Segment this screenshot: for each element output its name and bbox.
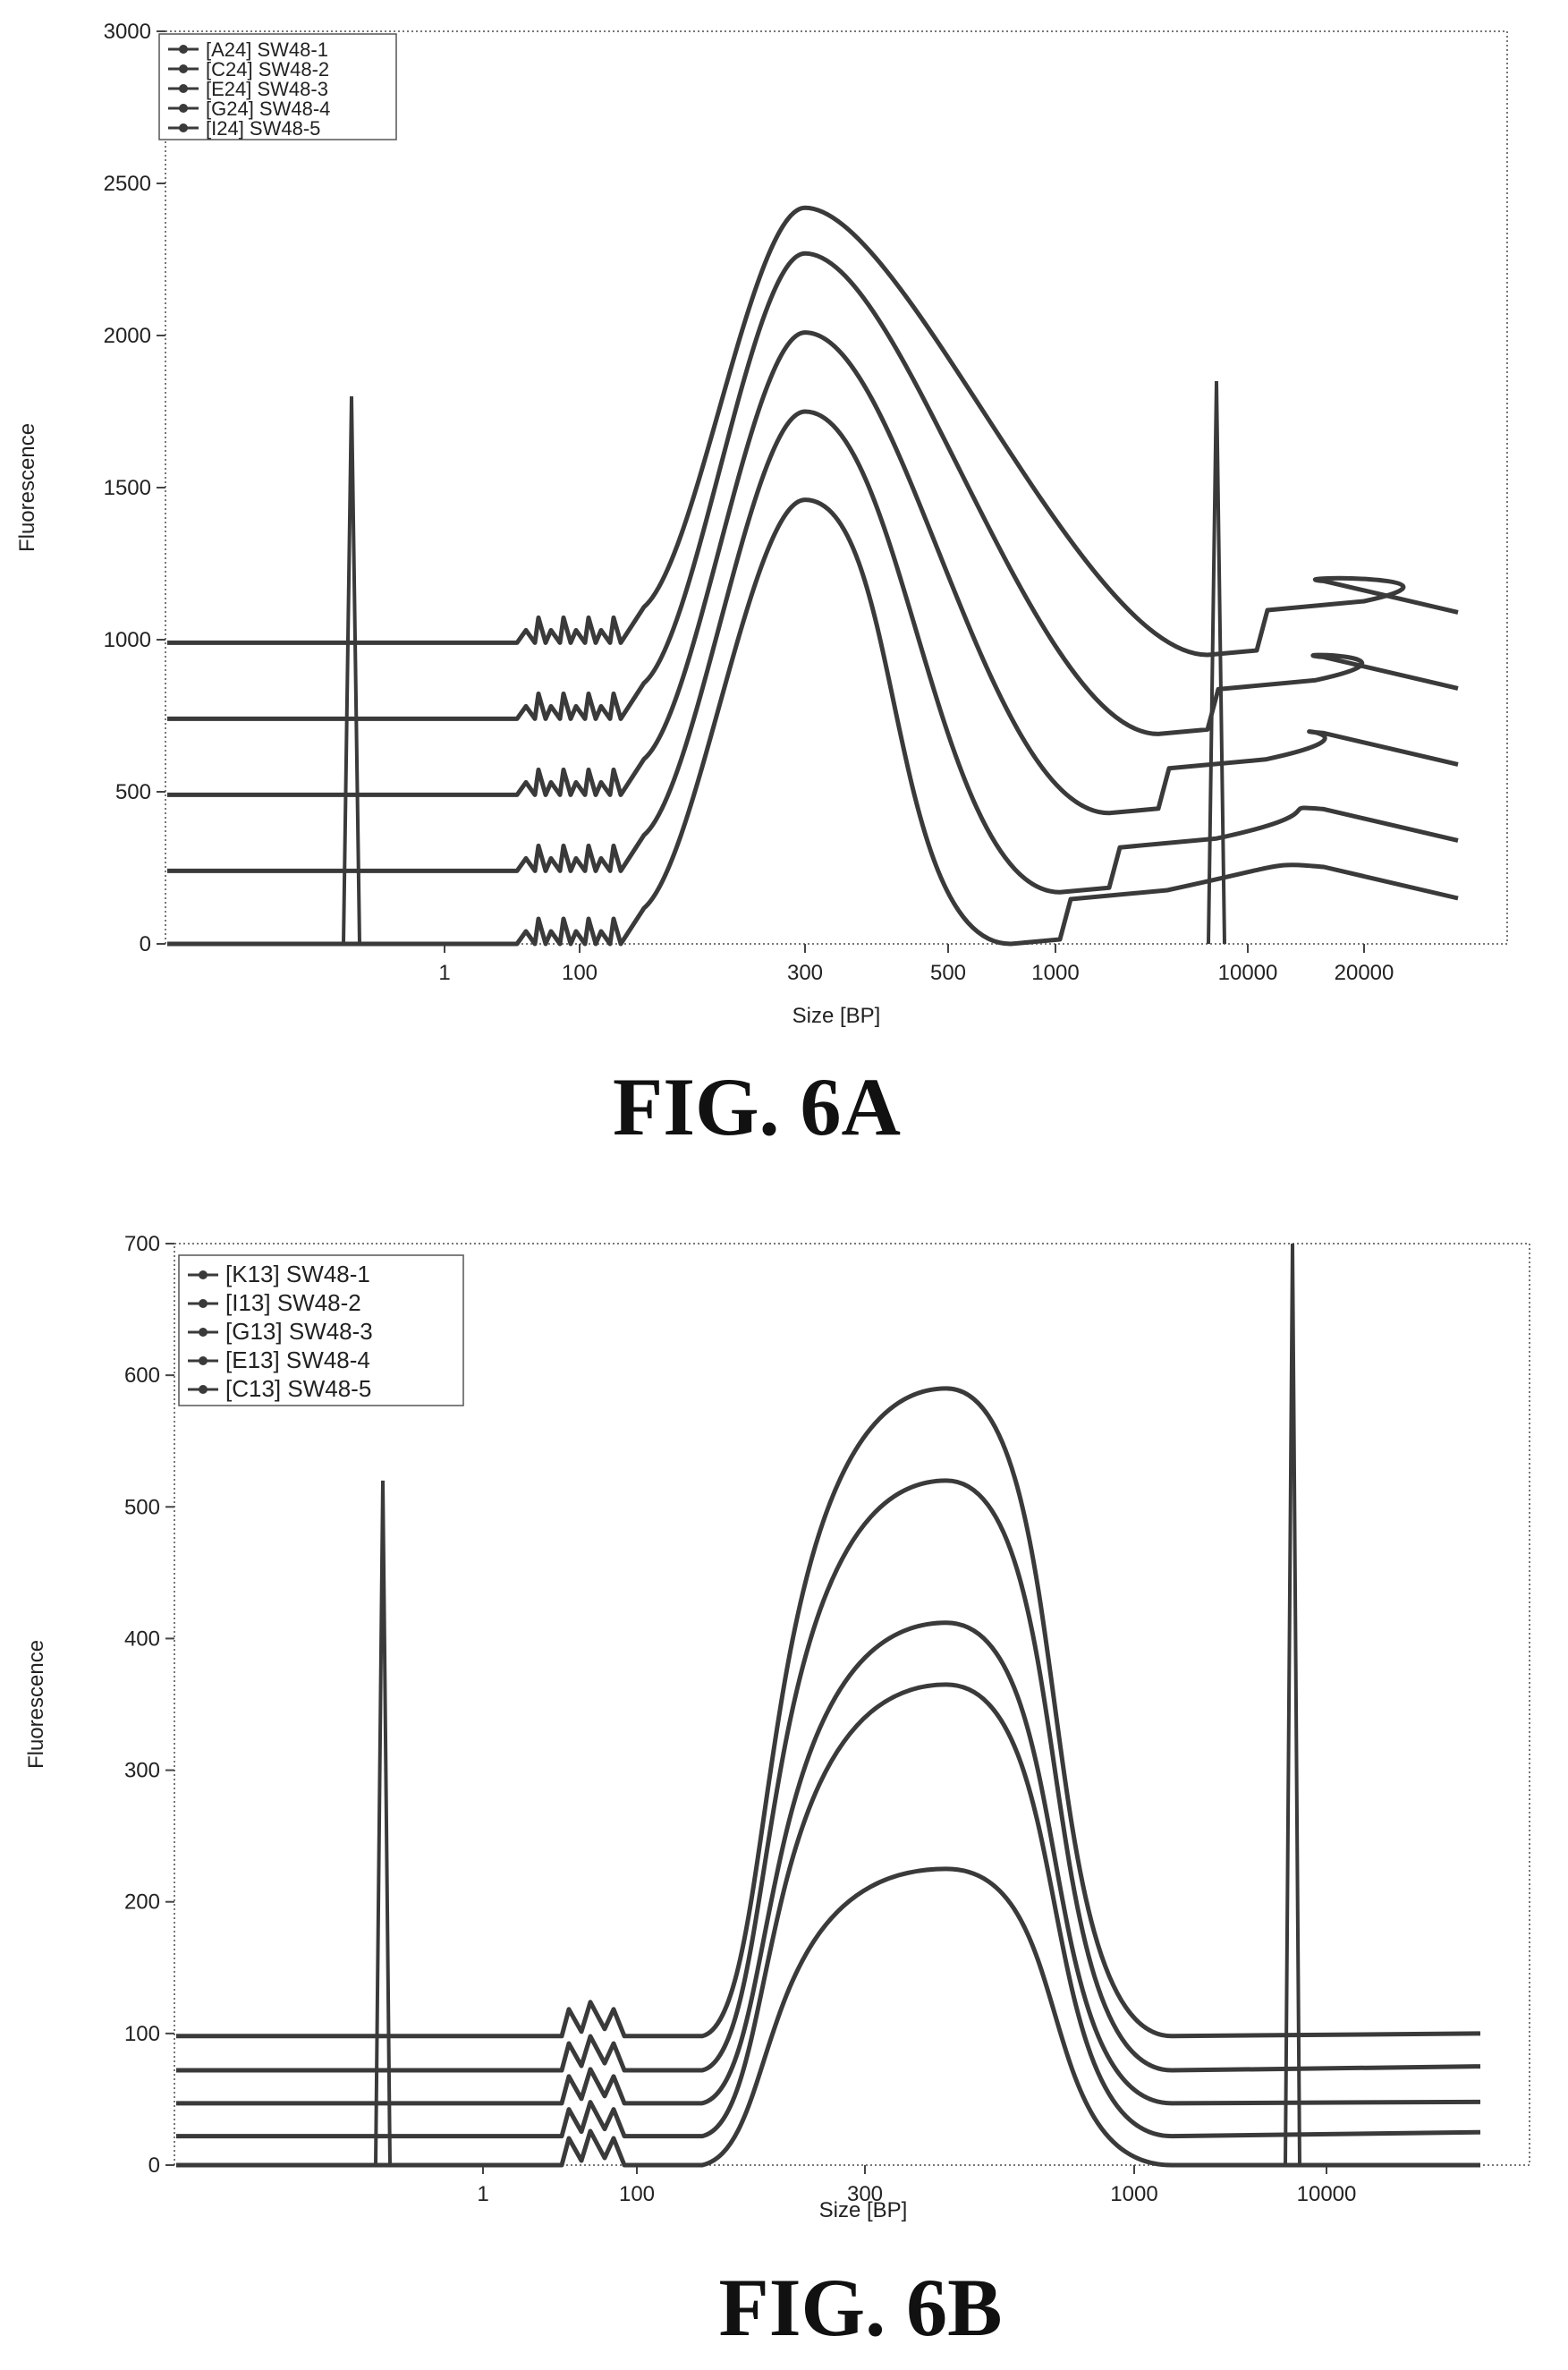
series-line xyxy=(167,205,1459,658)
series-line xyxy=(176,1478,1481,2073)
y-tick-label: 100 xyxy=(124,2022,160,2046)
series-line xyxy=(176,1386,1481,2039)
legend-entry: [K13] SW48-1 xyxy=(225,1261,370,1287)
figure-caption-6b: FIG. 6B xyxy=(719,2262,1003,2353)
x-axis-title-6b: Size [BP] xyxy=(819,2198,908,2222)
legend-marker xyxy=(179,84,188,93)
figure-caption-6a: FIG. 6A xyxy=(613,1061,901,1152)
y-tick-label: 0 xyxy=(148,2153,160,2178)
y-tick-label: 500 xyxy=(124,1495,160,1519)
legend-entry: [E24] SW48-3 xyxy=(206,78,328,100)
x-tick-label: 20000 xyxy=(1335,961,1394,985)
ladder-peaks-6b xyxy=(374,1243,1301,2166)
legend-entry: [G24] SW48-4 xyxy=(206,98,330,120)
legend-marker xyxy=(199,1356,208,1365)
x-tick-label: 300 xyxy=(787,961,823,985)
x-tick-label: 1000 xyxy=(1110,2182,1157,2206)
legend-entry: [A24] SW48-1 xyxy=(206,38,328,61)
y-axis-6a: 0 500 1000 1500 2000 2500 3000 xyxy=(104,20,165,956)
y-tick-label: 0 xyxy=(140,932,151,956)
legend-marker xyxy=(199,1328,208,1337)
x-tick-label: 1000 xyxy=(1031,961,1079,985)
legend-marker xyxy=(199,1385,208,1394)
y-tick-label: 1500 xyxy=(104,476,151,500)
series-line xyxy=(167,497,1459,947)
x-tick-label: 500 xyxy=(930,961,966,985)
ladder-peak xyxy=(374,1480,392,2166)
x-tick-label: 100 xyxy=(619,2182,655,2206)
series-group-6b xyxy=(176,1386,1481,2168)
legend-marker xyxy=(179,123,188,132)
x-axis-6a: 1 100 300 500 1000 10000 20000 xyxy=(438,944,1394,985)
legend-6b: [K13] SW48-1[I13] SW48-2[G13] SW48-3[E13… xyxy=(178,1254,464,1406)
y-tick-label: 200 xyxy=(124,1890,160,1915)
x-tick-label: 1 xyxy=(477,2182,488,2206)
ladder-peak xyxy=(1207,380,1226,945)
legend-6a: [A24] SW48-1[C24] SW48-2[E24] SW48-3[G24… xyxy=(158,33,397,140)
legend-entry: [C13] SW48-5 xyxy=(225,1375,371,1402)
legend-entry: [I13] SW48-2 xyxy=(225,1289,361,1316)
legend-entry: [I24] SW48-5 xyxy=(206,117,320,140)
series-line xyxy=(167,251,1459,736)
x-tick-label: 10000 xyxy=(1218,961,1278,985)
legend-marker xyxy=(179,64,188,73)
y-axis-6b: 0 100 200 300 400 500 600 700 xyxy=(124,1232,174,2178)
x-axis-6b: 1 100 300 1000 10000 xyxy=(477,2165,1356,2206)
series-line xyxy=(176,1620,1481,2106)
series-group-6a xyxy=(167,205,1459,947)
y-tick-label: 400 xyxy=(124,1627,160,1651)
y-tick-label: 300 xyxy=(124,1759,160,1783)
y-tick-label: 2000 xyxy=(104,324,151,348)
plot-frame-6b xyxy=(174,1243,1530,2166)
x-tick-label: 100 xyxy=(562,961,598,985)
y-tick-label: 700 xyxy=(124,1232,160,1256)
legend-marker xyxy=(179,104,188,113)
y-tick-label: 1000 xyxy=(104,628,151,652)
legend-box xyxy=(178,1254,464,1406)
y-tick-label: 600 xyxy=(124,1363,160,1388)
legend-marker xyxy=(199,1299,208,1308)
series-line xyxy=(167,409,1459,895)
y-tick-label: 2500 xyxy=(104,172,151,196)
y-axis-title-6a: Fluorescence xyxy=(15,423,39,552)
legend-box xyxy=(158,33,397,140)
ladder-peak xyxy=(342,395,361,945)
x-tick-label: 300 xyxy=(847,2182,883,2206)
legend-marker xyxy=(179,45,188,54)
legend-entry: [C24] SW48-2 xyxy=(206,58,329,81)
x-tick-label: 10000 xyxy=(1297,2182,1357,2206)
series-line xyxy=(167,330,1459,816)
y-tick-label: 3000 xyxy=(104,20,151,44)
ladder-peak xyxy=(1284,1243,1301,2166)
series-line xyxy=(176,1682,1481,2139)
y-axis-title-6b: Fluorescence xyxy=(24,1640,48,1769)
y-tick-label: 500 xyxy=(115,780,151,804)
ladder-peaks-6a xyxy=(342,380,1226,945)
x-axis-title-6a: Size [BP] xyxy=(792,1004,881,1028)
x-tick-label: 1 xyxy=(438,961,450,985)
series-line xyxy=(176,1866,1480,2168)
legend-entry: [G13] SW48-3 xyxy=(225,1318,373,1345)
legend-entry: [E13] SW48-4 xyxy=(225,1346,370,1373)
legend-marker xyxy=(199,1270,208,1279)
